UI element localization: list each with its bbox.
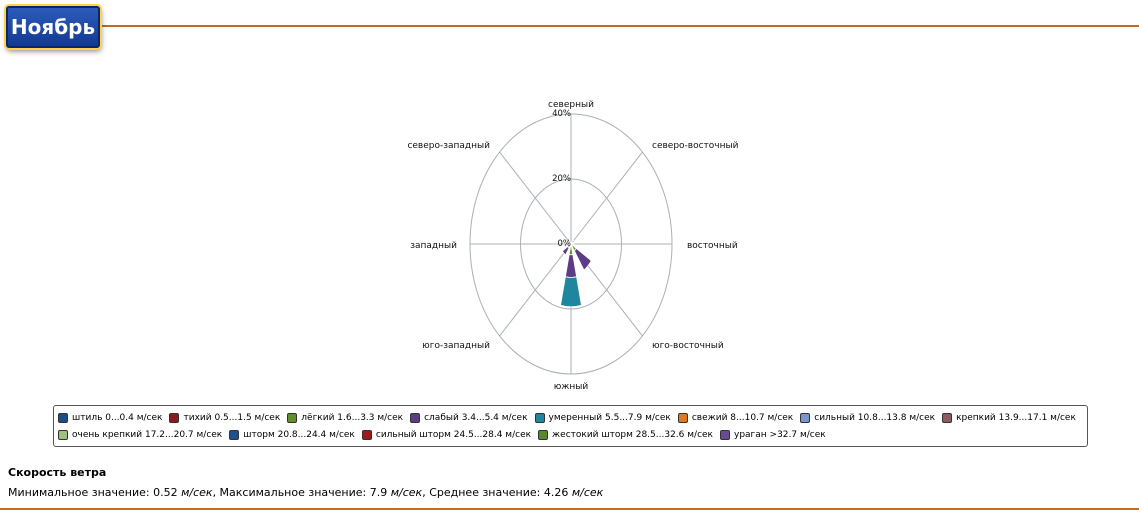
direction-label-7: северо-западный: [407, 141, 490, 151]
stats-avg-label: , Среднее значение:: [422, 486, 544, 499]
legend-swatch: [677, 412, 688, 423]
legend-item[interactable]: ураган >32.7 м/сек: [720, 426, 826, 443]
stats-min-value: 0.52: [153, 486, 178, 499]
wedge-2-3: [572, 242, 575, 246]
legend-swatch: [169, 412, 180, 423]
wedge-3-3: [573, 247, 592, 271]
footer-rule: [0, 508, 1139, 510]
stats-avg-value: 4.26: [543, 486, 569, 499]
legend-item[interactable]: умеренный 5.5...7.9 м/сек: [534, 409, 671, 426]
wind-rose-chart: северный северо-восточный восточный юго-вос…: [407, 100, 739, 392]
wedge-7-3: [569, 241, 571, 244]
legend-label: крепкий 13.9...17.1 м/сек: [956, 412, 1076, 423]
direction-label-6: западный: [410, 241, 457, 251]
chart-legend: штиль 0...0.4 м/сек тихий 0.5...1.5 м/сек…: [53, 405, 1088, 447]
legend-swatch: [287, 412, 298, 423]
legend-item[interactable]: лёгкий 1.6...3.3 м/сек: [287, 409, 403, 426]
legend-swatch: [942, 412, 953, 423]
radial-tick-0: 0%: [558, 239, 572, 249]
wedge-5-3: [561, 245, 570, 256]
direction-label-1: северо-восточный: [652, 141, 739, 151]
legend-item[interactable]: сильный шторм 24.5...28.4 м/сек: [361, 426, 532, 443]
legend-label: умеренный 5.5...7.9 м/сек: [548, 412, 671, 423]
wedge-1-2: [570, 239, 575, 245]
radial-tick-1: 20%: [552, 174, 571, 184]
legend-swatch: [361, 429, 372, 440]
legend-label: шторм 20.8...24.4 м/сек: [243, 429, 355, 440]
direction-label-5: юго-западный: [422, 341, 490, 351]
legend-label: очень крепкий 17.2...20.7 м/сек: [72, 429, 223, 440]
stats-max-value: 7.9: [369, 486, 388, 499]
stats-summary: Минимальное значение: 0.52 м/сек, Максим…: [8, 486, 603, 499]
legend-item[interactable]: слабый 3.4...5.4 м/сек: [410, 409, 528, 426]
stats-avg-unit: м/сек: [571, 486, 604, 499]
wedge-6-3: [567, 242, 571, 246]
legend-swatch: [800, 412, 811, 423]
legend-label: штиль 0...0.4 м/сек: [72, 412, 163, 423]
legend-swatch: [410, 412, 421, 423]
grid-spoke-5: [499, 243, 572, 337]
stats-title: Скорость ветра: [8, 466, 107, 479]
legend-swatch: [538, 429, 549, 440]
grid-spoke-1: [570, 151, 643, 245]
legend-label: сильный 10.8...13.8 м/сек: [814, 412, 936, 423]
legend-swatch: [534, 412, 545, 423]
legend-item[interactable]: крепкий 13.9...17.1 м/сек: [942, 409, 1076, 426]
wedge-4-3: [564, 253, 578, 278]
legend-swatch: [720, 429, 730, 440]
legend-label: лёгкий 1.6...3.3 м/сек: [301, 412, 404, 423]
legend-label: свежий 8...10.7 м/сек: [691, 412, 794, 423]
grid-spoke-7: [499, 151, 572, 245]
legend-label: сильный шторм 24.5...28.4 м/сек: [375, 429, 532, 440]
legend-label: тихий 0.5...1.5 м/сек: [183, 412, 281, 423]
direction-label-2: восточный: [687, 241, 738, 251]
stats-min-label: Минимальное значение:: [8, 486, 154, 499]
legend-item[interactable]: штиль 0...0.4 м/сек: [58, 409, 162, 426]
header-rule: [70, 25, 1139, 27]
legend-swatch: [58, 429, 68, 440]
legend-item[interactable]: жестокий шторм 28.5...32.6 м/сек: [538, 426, 713, 443]
wedge-4-4: [560, 276, 582, 308]
month-title: Ноябрь: [6, 6, 100, 48]
legend-item[interactable]: свежий 8...10.7 м/сек: [677, 409, 794, 426]
stats-max-label: , Максимальное значение:: [212, 486, 370, 499]
wedge-0-2: [570, 241, 572, 245]
legend-swatch: [229, 429, 240, 440]
direction-label-0: северный: [548, 100, 594, 110]
legend-item[interactable]: сильный 10.8...13.8 м/сек: [800, 409, 935, 426]
radial-tick-2: 40%: [552, 109, 571, 119]
direction-label-3: юго-восточный: [652, 341, 724, 351]
stats-min-unit: м/сек: [181, 486, 213, 499]
stats-max-unit: м/сек: [390, 486, 423, 499]
legend-label: слабый 3.4...5.4 м/сек: [424, 412, 528, 423]
legend-item[interactable]: тихий 0.5...1.5 м/сек: [169, 409, 280, 426]
legend-label: жестокий шторм 28.5...32.6 м/сек: [552, 429, 713, 440]
direction-label-4: южный: [554, 382, 589, 392]
legend-label: ураган >32.7 м/сек: [734, 429, 826, 440]
legend-swatch: [58, 412, 68, 423]
legend-item[interactable]: шторм 20.8...24.4 м/сек: [229, 426, 355, 443]
legend-item[interactable]: очень крепкий 17.2...20.7 м/сек: [58, 426, 222, 443]
